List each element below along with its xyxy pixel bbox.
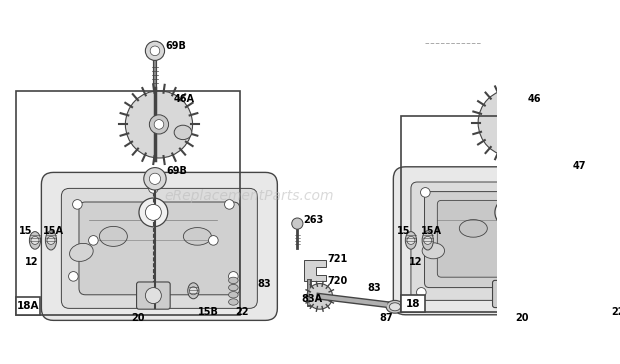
Text: 263: 263 <box>304 215 324 225</box>
Circle shape <box>31 236 39 244</box>
FancyBboxPatch shape <box>437 201 574 277</box>
Ellipse shape <box>99 226 127 246</box>
Circle shape <box>208 236 218 245</box>
FancyBboxPatch shape <box>411 182 596 300</box>
Ellipse shape <box>613 292 620 298</box>
Bar <box>16 297 40 315</box>
FancyBboxPatch shape <box>393 167 613 315</box>
Bar <box>16 91 240 315</box>
Text: 20: 20 <box>131 313 144 323</box>
FancyBboxPatch shape <box>492 280 526 308</box>
Text: 12: 12 <box>409 257 423 267</box>
Text: 87: 87 <box>379 313 393 323</box>
Ellipse shape <box>459 219 487 237</box>
Circle shape <box>417 288 426 297</box>
Text: 15: 15 <box>19 226 32 236</box>
Text: 15A: 15A <box>43 226 64 236</box>
Text: 22: 22 <box>611 306 620 317</box>
Ellipse shape <box>536 220 562 236</box>
Circle shape <box>588 288 598 297</box>
Circle shape <box>69 272 78 281</box>
Ellipse shape <box>184 228 211 245</box>
Text: 15B: 15B <box>198 306 219 317</box>
Circle shape <box>150 46 160 56</box>
Ellipse shape <box>613 277 620 284</box>
Circle shape <box>145 288 161 304</box>
Circle shape <box>149 173 161 185</box>
Circle shape <box>478 89 546 157</box>
Text: 69B: 69B <box>166 41 186 51</box>
FancyBboxPatch shape <box>535 161 572 193</box>
Text: 47: 47 <box>572 161 586 171</box>
Circle shape <box>224 199 234 209</box>
Ellipse shape <box>229 284 238 291</box>
Ellipse shape <box>188 283 199 299</box>
Circle shape <box>229 272 238 281</box>
Ellipse shape <box>389 303 401 311</box>
Text: 720: 720 <box>328 276 348 286</box>
Text: 15: 15 <box>397 226 411 236</box>
Circle shape <box>407 236 415 244</box>
Circle shape <box>149 115 169 134</box>
Ellipse shape <box>405 232 417 249</box>
Circle shape <box>145 205 161 220</box>
Text: 22: 22 <box>235 306 249 317</box>
Ellipse shape <box>422 243 445 259</box>
Circle shape <box>502 286 517 302</box>
Bar <box>401 116 597 312</box>
Circle shape <box>502 113 521 132</box>
FancyBboxPatch shape <box>136 282 170 309</box>
Circle shape <box>89 236 98 245</box>
Circle shape <box>502 205 517 220</box>
Ellipse shape <box>386 300 404 313</box>
Text: 721: 721 <box>328 254 348 264</box>
Ellipse shape <box>45 231 56 250</box>
Text: 83: 83 <box>257 280 271 289</box>
Text: 83A: 83A <box>301 294 322 304</box>
Ellipse shape <box>422 231 433 250</box>
Ellipse shape <box>229 299 238 305</box>
Circle shape <box>154 120 164 129</box>
Circle shape <box>125 91 193 158</box>
Text: 15A: 15A <box>422 226 442 236</box>
Text: 12: 12 <box>25 257 39 267</box>
Circle shape <box>149 183 158 193</box>
FancyBboxPatch shape <box>79 202 240 295</box>
Circle shape <box>139 198 168 227</box>
Text: 20: 20 <box>516 313 529 323</box>
Circle shape <box>505 179 514 189</box>
Circle shape <box>47 236 55 244</box>
Ellipse shape <box>546 170 561 182</box>
FancyBboxPatch shape <box>61 189 257 308</box>
Circle shape <box>585 187 594 197</box>
Circle shape <box>145 41 164 60</box>
Text: 46: 46 <box>528 94 541 104</box>
Circle shape <box>73 199 82 209</box>
Ellipse shape <box>229 277 238 284</box>
Ellipse shape <box>29 232 40 249</box>
Ellipse shape <box>174 125 192 140</box>
Text: 18A: 18A <box>17 301 39 311</box>
Ellipse shape <box>229 292 238 298</box>
Circle shape <box>495 198 524 227</box>
Text: 69B: 69B <box>166 166 187 176</box>
Text: eReplacementParts.com: eReplacementParts.com <box>164 189 334 203</box>
Circle shape <box>292 218 303 229</box>
Circle shape <box>307 284 332 309</box>
Polygon shape <box>304 260 326 281</box>
Text: 18: 18 <box>406 298 420 309</box>
Text: 83: 83 <box>368 284 381 293</box>
Ellipse shape <box>613 284 620 291</box>
Ellipse shape <box>69 244 93 261</box>
Ellipse shape <box>613 299 620 305</box>
FancyBboxPatch shape <box>425 191 585 288</box>
FancyBboxPatch shape <box>42 173 277 320</box>
Circle shape <box>189 287 197 295</box>
Circle shape <box>144 167 166 190</box>
Circle shape <box>423 236 432 244</box>
Text: 46A: 46A <box>174 94 194 104</box>
Circle shape <box>507 118 516 128</box>
Bar <box>401 295 425 312</box>
Circle shape <box>420 187 430 197</box>
